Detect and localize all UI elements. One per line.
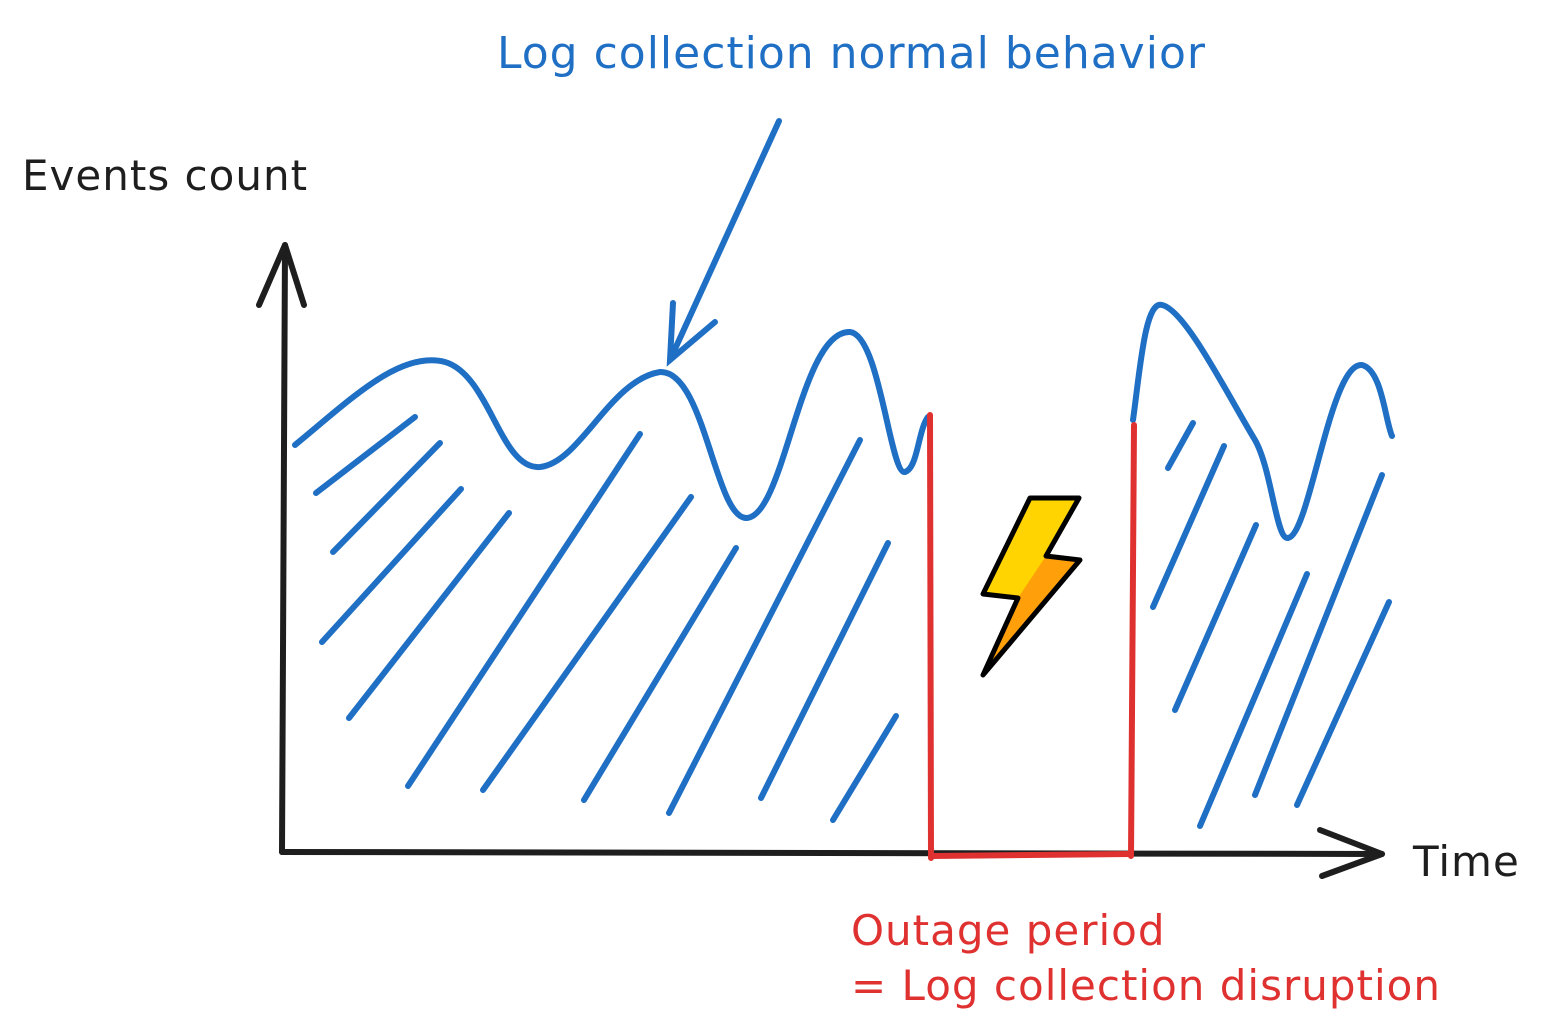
lightning-bolt-icon — [980, 495, 1083, 678]
event-signal — [292, 301, 1395, 541]
signal-curve-after-outage — [1130, 301, 1395, 541]
x-axis-label: Time — [1412, 837, 1520, 886]
outage-baseline — [928, 851, 1134, 859]
y-axis-arrowhead — [256, 242, 307, 308]
axes — [256, 242, 1385, 879]
annotation-arrow — [666, 118, 782, 367]
outage-label-line2: = Log collection disruption — [851, 961, 1441, 1010]
x-axis-arrowhead — [1317, 827, 1385, 879]
outage-drop-line — [927, 412, 934, 861]
y-axis — [279, 242, 288, 855]
signal-curve-before-outage — [292, 328, 931, 522]
y-axis-label: Events count — [22, 151, 308, 200]
x-axis — [279, 849, 1385, 857]
outage-label-line1: Outage period — [851, 906, 1166, 955]
normal-behavior-annotation: Log collection normal behavior — [497, 28, 1206, 79]
signal-hatching — [313, 414, 1392, 829]
outage-period — [927, 412, 1137, 861]
outage-recovery-line — [1128, 422, 1137, 859]
